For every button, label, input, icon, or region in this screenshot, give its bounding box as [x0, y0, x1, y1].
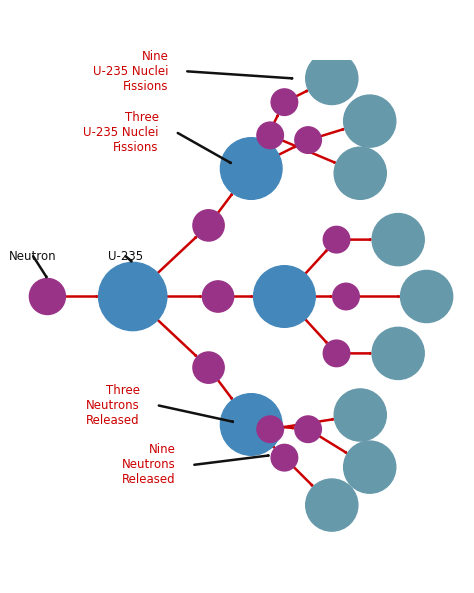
Circle shape: [99, 262, 167, 331]
Circle shape: [334, 147, 386, 199]
Circle shape: [333, 283, 359, 310]
Circle shape: [271, 444, 298, 471]
Circle shape: [220, 394, 282, 455]
Circle shape: [257, 122, 283, 149]
Circle shape: [323, 340, 350, 366]
Circle shape: [306, 52, 358, 104]
Text: Nine
U-235 Nuclei
Fissions: Nine U-235 Nuclei Fissions: [93, 50, 168, 93]
Circle shape: [306, 479, 358, 531]
Circle shape: [193, 352, 224, 383]
Circle shape: [271, 89, 298, 116]
Circle shape: [29, 279, 65, 314]
Circle shape: [323, 227, 350, 253]
Circle shape: [254, 266, 315, 327]
Circle shape: [193, 210, 224, 241]
Text: U-235: U-235: [108, 250, 143, 263]
Circle shape: [257, 416, 283, 442]
Circle shape: [372, 213, 424, 266]
Text: Neutron: Neutron: [9, 250, 57, 263]
Text: Three
U-235 Nuclei
Fissions: Three U-235 Nuclei Fissions: [83, 111, 159, 154]
Circle shape: [334, 389, 386, 441]
Circle shape: [344, 441, 396, 493]
Text: Nine
Neutrons
Released: Nine Neutrons Released: [122, 444, 175, 486]
Circle shape: [220, 138, 282, 199]
Circle shape: [202, 281, 234, 312]
Circle shape: [372, 327, 424, 380]
Circle shape: [295, 416, 321, 442]
Circle shape: [401, 270, 453, 323]
Circle shape: [344, 95, 396, 147]
Text: Three
Neutrons
Released: Three Neutrons Released: [86, 384, 140, 427]
Circle shape: [295, 127, 321, 154]
